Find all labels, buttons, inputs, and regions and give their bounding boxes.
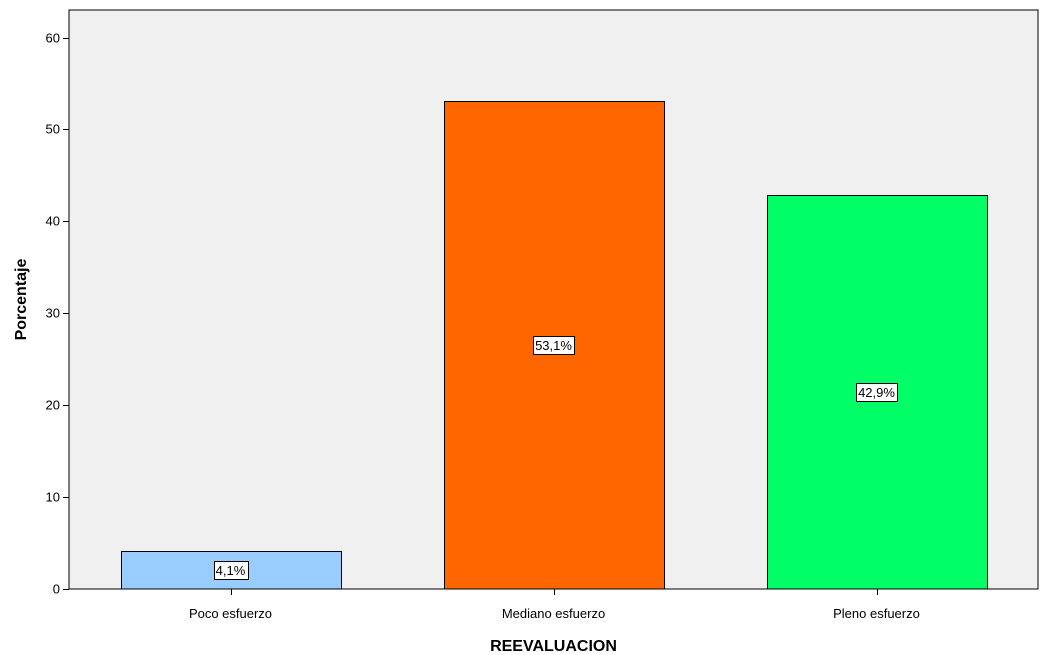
y-tick-label: 30 [46,306,60,321]
y-tick-label: 40 [46,214,60,229]
y-axis-title: Porcentaje [13,258,30,340]
data-label: 4,1% [214,561,249,580]
y-tick-label: 20 [46,398,60,413]
y-tick-label: 0 [53,582,60,597]
data-labels: 4,1% 53,1% 42,9% [214,336,898,580]
x-tick-label: Poco esfuerzo [189,606,272,621]
data-label: 42,9% [856,383,898,402]
x-axis-title: REEVALUACION [490,638,617,655]
data-label-text: 53,1% [535,338,572,353]
x-tick-label: Mediano esfuerzo [502,606,605,621]
y-tick-label: 50 [46,122,60,137]
data-label-text: 42,9% [858,385,895,400]
data-label-text: 4,1% [216,563,246,578]
data-label-box [533,336,575,355]
data-label-box [856,383,898,402]
y-axis: 0 10 20 30 40 50 60 [46,31,69,597]
y-tick-label: 10 [46,490,60,505]
x-tick-label: Pleno esfuerzo [833,606,920,621]
x-axis: Poco esfuerzo Mediano esfuerzo Pleno esfue… [189,589,920,621]
data-label: 53,1% [533,336,575,355]
data-label-box [214,561,249,580]
y-tick-label: 60 [46,31,60,46]
